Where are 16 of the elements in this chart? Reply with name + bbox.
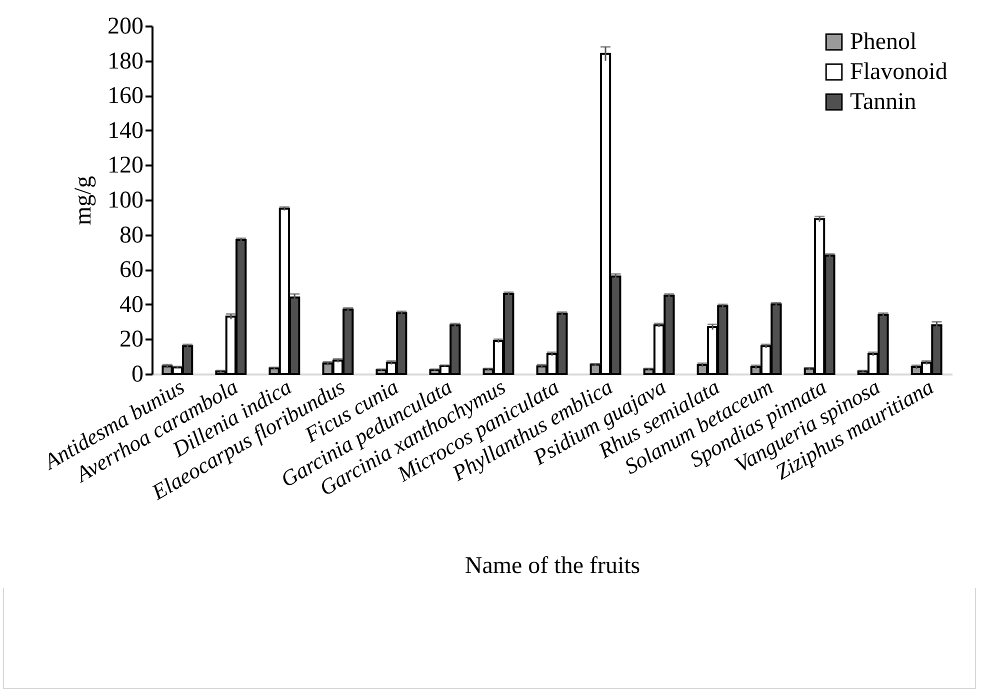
y-tick-label: 180 [108,48,144,74]
y-tick-label: 200 [108,14,144,40]
y-axis-title: mg/g [70,176,96,226]
y-tick-label: 160 [108,83,144,110]
y-tick-label: 40 [120,292,144,318]
y-tick-label: 80 [120,222,144,248]
y-tick-label: 140 [108,118,144,144]
y-tick-label: 120 [108,152,144,179]
y-tick-label: 0 [132,362,144,388]
legend-label: Phenol [850,29,917,55]
legend-label: Flavonoid [850,59,948,85]
legend-label: Tannin [850,89,916,115]
y-tick-label: 60 [120,257,144,284]
y-tick-label: 100 [108,188,144,214]
y-tick-label: 20 [120,326,144,353]
x-axis-title: Name of the fruits [464,552,640,579]
